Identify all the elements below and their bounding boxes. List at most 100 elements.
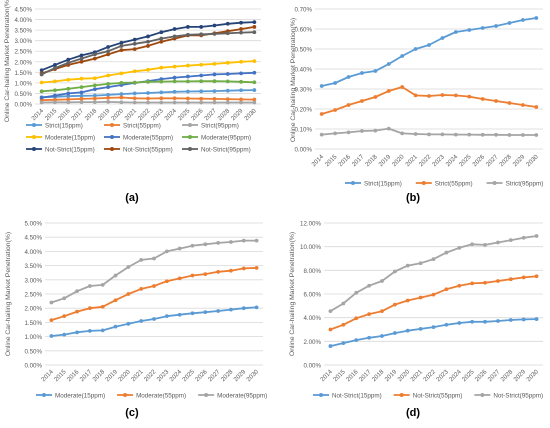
data-point (177, 276, 182, 281)
data-point (252, 20, 257, 24)
y-tick-label: 0.00% (24, 363, 42, 370)
data-point (507, 101, 512, 105)
x-tick-label: 2026 (471, 153, 486, 168)
data-point (132, 37, 137, 42)
data-point (341, 341, 346, 346)
legend-marker (188, 123, 192, 127)
data-point (440, 93, 445, 97)
data-point (367, 283, 371, 288)
data-point (373, 69, 378, 73)
data-point (212, 23, 217, 28)
data-point (386, 62, 391, 66)
data-point (79, 90, 84, 95)
data-point (92, 83, 97, 88)
data-point (119, 80, 124, 85)
data-point (53, 66, 57, 71)
data-point (49, 318, 54, 323)
data-point (79, 93, 84, 98)
data-point (534, 234, 539, 238)
data-point (252, 100, 257, 105)
data-point (507, 133, 512, 137)
legend-label: Not-Strict(95ppm) (201, 146, 251, 153)
data-point (333, 131, 338, 136)
data-point (199, 79, 204, 84)
legend-label: Not-Strict(55ppm) (413, 392, 463, 399)
data-point (159, 96, 164, 101)
data-point (328, 344, 333, 348)
data-point (159, 79, 164, 84)
legend-marker (42, 393, 46, 397)
data-point (483, 242, 487, 247)
data-point (185, 100, 190, 105)
data-point (132, 47, 137, 52)
x-tick-label: 2030 (243, 107, 258, 122)
x-tick-label: 2015 (53, 368, 68, 383)
data-point (126, 292, 131, 296)
y-tick-label: 1.50% (14, 70, 32, 77)
x-tick-label: 2028 (500, 368, 515, 383)
data-point (66, 94, 71, 99)
x-tick-label: 2018 (371, 368, 386, 383)
data-point (470, 281, 475, 286)
data-point (239, 97, 243, 102)
y-tick-label: 1.00% (14, 80, 32, 87)
legend-marker (32, 135, 36, 139)
y-tick-label: 0.00% (14, 102, 32, 109)
data-point (79, 76, 84, 81)
series-line (51, 306, 257, 337)
y-tick-label: 4.00% (14, 17, 32, 24)
x-tick-label: 2026 (474, 368, 489, 383)
data-point (172, 64, 177, 69)
data-point (367, 312, 371, 317)
data-point (470, 319, 475, 324)
data-point (534, 133, 539, 137)
data-point (172, 75, 177, 80)
data-point (229, 240, 233, 244)
data-point (252, 25, 257, 29)
y-axis-label: Online Car-hailing Market Penetration(%) (5, 232, 12, 356)
y-tick-label: 0.40% (294, 67, 312, 74)
data-point (190, 311, 195, 316)
x-tick-label: 2026 (190, 107, 205, 122)
data-point (440, 36, 445, 40)
data-point (225, 60, 230, 65)
legend-item: Moderate(55ppm) (117, 392, 186, 399)
data-point (146, 96, 150, 101)
data-point (319, 112, 324, 116)
y-tick-label: 4.00% (303, 315, 321, 322)
data-point (225, 31, 230, 36)
data-point (100, 304, 105, 309)
data-point (53, 88, 57, 93)
x-tick-label: 2022 (137, 107, 152, 122)
data-point (106, 99, 111, 104)
y-tick-label: 8.00% (303, 268, 321, 275)
legend-item: Not-Strict(55ppm) (393, 392, 463, 399)
x-tick-label: 2029 (512, 153, 527, 168)
data-point (106, 85, 111, 90)
x-tick-label: 2016 (66, 368, 81, 383)
legend-marker (32, 123, 36, 127)
y-axis-label: Online Car-hailing Market Penetration(%) (4, 0, 11, 122)
data-point (392, 302, 397, 307)
data-point (212, 72, 217, 77)
y-tick-label: 2.50% (14, 49, 32, 56)
data-point (212, 97, 217, 101)
data-point (146, 44, 150, 48)
legend-item: Moderate(95ppm) (198, 392, 267, 399)
data-point (126, 265, 131, 269)
y-tick-label: 0.50% (14, 91, 32, 98)
data-point (139, 258, 144, 262)
legend-item: Moderate(55ppm) (104, 134, 173, 141)
data-point (534, 105, 539, 109)
data-point (341, 322, 346, 327)
data-point (225, 21, 230, 26)
data-point (440, 132, 445, 137)
data-point (132, 100, 137, 105)
data-point (346, 103, 351, 107)
x-tick-label: 2021 (123, 107, 138, 122)
legend-label: Strict(15ppm) (45, 122, 83, 129)
data-point (252, 30, 257, 35)
data-point (132, 41, 137, 46)
data-point (333, 81, 338, 85)
data-point (75, 289, 79, 294)
